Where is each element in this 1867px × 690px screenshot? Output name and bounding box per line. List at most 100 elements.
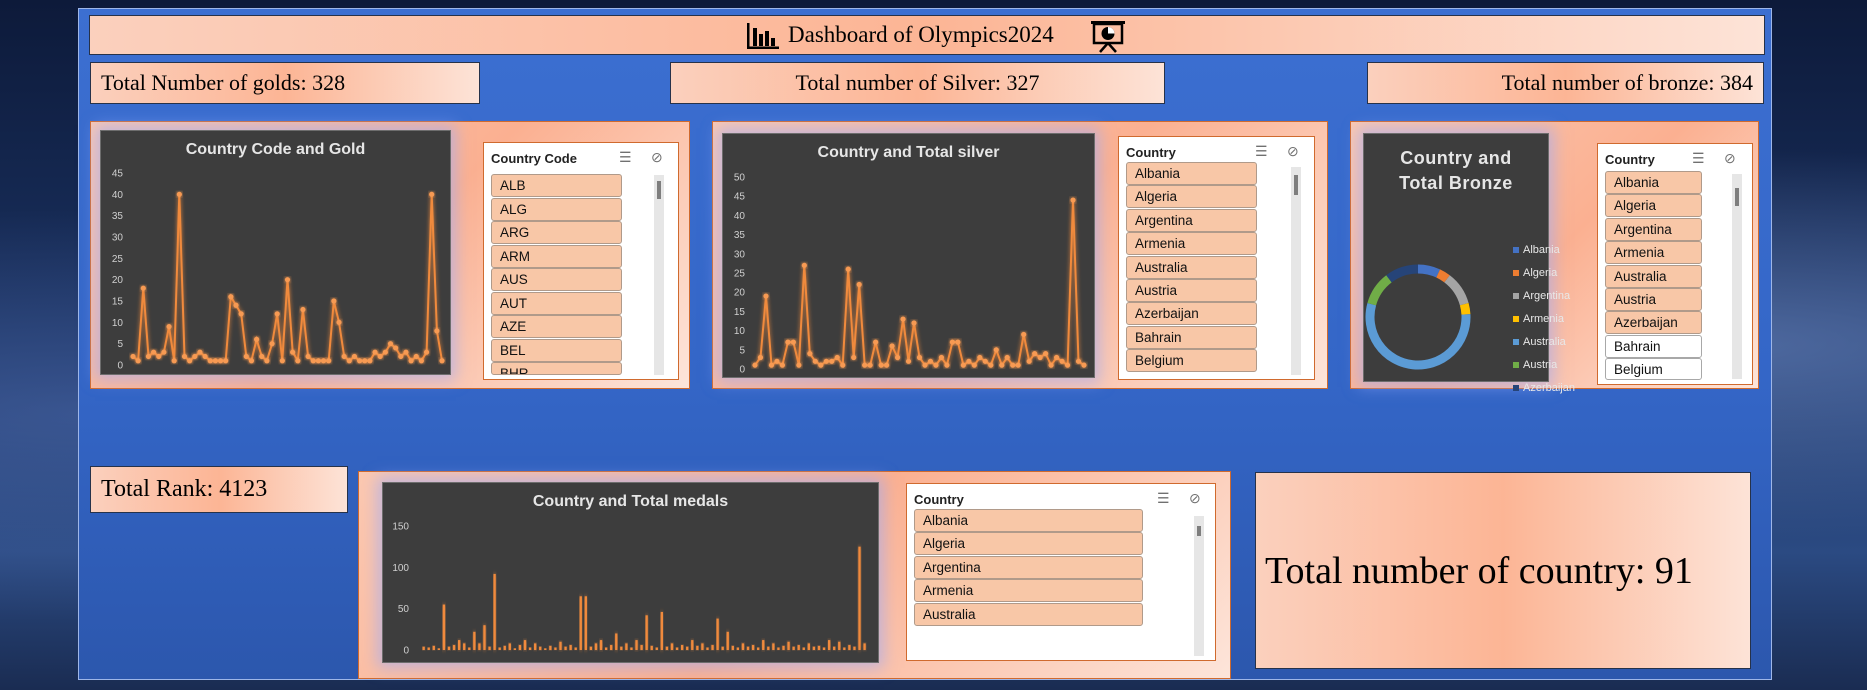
data-point[interactable] — [911, 320, 917, 326]
donut-segment[interactable] — [1436, 269, 1450, 283]
bar[interactable] — [670, 643, 674, 650]
bar[interactable] — [726, 631, 729, 650]
slicer-item[interactable]: Australia — [914, 602, 1143, 626]
data-point[interactable] — [403, 349, 409, 355]
bar[interactable] — [706, 647, 709, 650]
data-point[interactable] — [1026, 358, 1032, 364]
bar[interactable] — [838, 641, 841, 650]
slicer-item[interactable]: Austria — [1605, 288, 1702, 311]
data-point[interactable] — [1059, 358, 1065, 364]
data-point[interactable] — [944, 362, 950, 368]
data-point[interactable] — [413, 353, 419, 360]
data-point[interactable] — [900, 316, 906, 322]
data-point[interactable] — [1010, 362, 1016, 368]
data-point[interactable] — [856, 281, 862, 288]
bar[interactable] — [518, 645, 522, 650]
slicer-item[interactable]: AUS — [491, 268, 622, 291]
bar[interactable] — [680, 645, 684, 650]
bar[interactable] — [701, 643, 704, 650]
bar[interactable] — [488, 646, 491, 650]
slicer-item[interactable]: AUT — [491, 291, 622, 315]
data-point[interactable] — [305, 353, 311, 360]
bar[interactable] — [468, 647, 471, 650]
data-point[interactable] — [884, 362, 890, 368]
slicer-item[interactable]: Azerbaijan — [1126, 302, 1257, 326]
bar[interactable] — [610, 645, 613, 650]
bar[interactable] — [650, 645, 653, 650]
data-point[interactable] — [387, 341, 394, 347]
gold-chart[interactable]: Country Code and Gold 0 5 10 15 20 25 30 35 40 45 — [100, 130, 451, 375]
data-point[interactable] — [423, 349, 430, 355]
bar[interactable] — [812, 646, 816, 650]
data-point[interactable] — [254, 336, 260, 342]
data-point[interactable] — [274, 311, 280, 317]
data-point[interactable] — [351, 353, 358, 360]
data-point[interactable] — [295, 358, 301, 364]
data-point[interactable] — [382, 349, 388, 355]
bar[interactable] — [478, 643, 481, 650]
bar[interactable] — [696, 645, 699, 650]
slicer-item[interactable]: Algeria — [1126, 185, 1257, 209]
bar[interactable] — [584, 596, 587, 650]
data-point[interactable] — [336, 319, 342, 325]
slicer-item[interactable]: ALG — [491, 197, 622, 221]
data-point[interactable] — [243, 353, 249, 360]
bar[interactable] — [620, 646, 623, 650]
multi-select-icon[interactable]: ☰ — [619, 149, 632, 165]
data-point[interactable] — [977, 354, 983, 361]
slicer-item[interactable]: Algeria — [1605, 194, 1702, 218]
bar[interactable] — [848, 645, 851, 650]
medals-slicer-scroll-thumb[interactable] — [1197, 526, 1201, 536]
bar[interactable] — [625, 643, 628, 650]
slicer-item[interactable]: Albania — [914, 509, 1143, 532]
clear-filter-icon[interactable]: ⊘ — [1287, 143, 1299, 159]
slicer-item[interactable]: Australia — [1605, 264, 1702, 288]
bar[interactable] — [787, 641, 790, 650]
bar[interactable] — [528, 647, 532, 650]
bronze-slicer-scrollbar[interactable] — [1732, 174, 1742, 379]
data-point[interactable] — [284, 277, 291, 283]
data-point[interactable] — [320, 358, 327, 364]
data-point[interactable] — [905, 358, 912, 364]
data-point[interactable] — [1021, 331, 1027, 338]
data-point[interactable] — [207, 358, 213, 364]
data-point[interactable] — [176, 191, 182, 197]
clear-filter-icon[interactable]: ⊘ — [651, 149, 663, 165]
bar[interactable] — [822, 647, 826, 650]
bar[interactable] — [589, 646, 593, 650]
slicer-item[interactable]: Bahrain — [1605, 334, 1702, 358]
bar[interactable] — [807, 643, 810, 650]
data-point[interactable] — [927, 358, 934, 364]
bar[interactable] — [802, 647, 805, 650]
data-point[interactable] — [151, 349, 157, 355]
bar[interactable] — [863, 643, 866, 650]
bar[interactable] — [675, 647, 679, 650]
data-point[interactable] — [971, 362, 977, 368]
bar[interactable] — [827, 640, 831, 650]
slicer-item[interactable]: BHR — [491, 362, 622, 375]
slicer-item[interactable]: Azerbaijan — [1605, 311, 1702, 335]
bar[interactable] — [437, 648, 441, 650]
data-point[interactable] — [408, 358, 414, 364]
slicer-item[interactable]: Albania — [1605, 171, 1702, 194]
data-point[interactable] — [1053, 354, 1060, 361]
bar[interactable] — [564, 646, 567, 650]
bar[interactable] — [569, 645, 572, 650]
bar[interactable] — [554, 647, 557, 650]
data-point[interactable] — [774, 358, 780, 364]
slicer-item[interactable]: Algeria — [914, 532, 1143, 556]
bar[interactable] — [549, 645, 552, 650]
data-point[interactable] — [1015, 362, 1021, 368]
bar[interactable] — [442, 604, 446, 650]
data-point[interactable] — [807, 351, 813, 357]
data-point[interactable] — [1037, 354, 1043, 361]
data-point[interactable] — [938, 354, 945, 361]
data-point[interactable] — [269, 341, 275, 347]
medals-chart[interactable]: Country and Total medals 0 50 100 150 — [382, 482, 879, 663]
data-point[interactable] — [140, 285, 146, 291]
bar[interactable] — [508, 643, 511, 650]
data-point[interactable] — [966, 358, 972, 364]
data-point[interactable] — [818, 362, 824, 368]
slicer-item[interactable]: Armenia — [1605, 241, 1702, 265]
bar[interactable] — [457, 640, 461, 650]
